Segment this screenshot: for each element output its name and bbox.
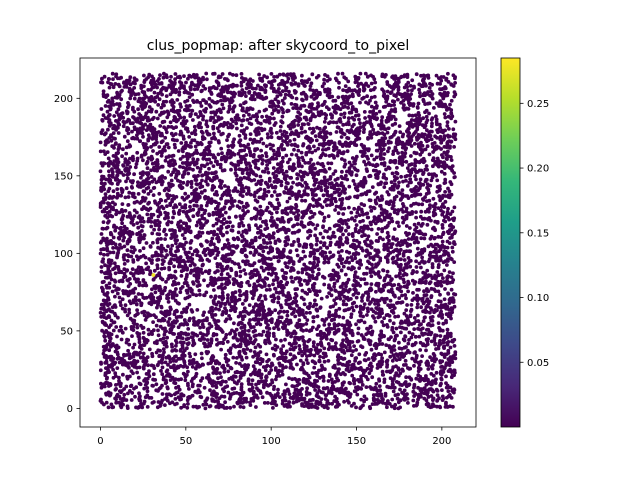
y-tick-label: 200 [54, 94, 73, 105]
y-tick-label: 0 [67, 404, 73, 415]
colorbar-tick-label: 0.25 [527, 99, 549, 110]
x-tick-label: 100 [262, 436, 281, 447]
x-tick-label: 50 [179, 436, 192, 447]
y-tick-label: 150 [54, 171, 73, 182]
y-tick-label: 50 [60, 326, 73, 337]
colorbar-frame [500, 57, 521, 428]
y-axis: 0 50 100 150 200 [54, 94, 80, 415]
x-tick-label: 200 [432, 436, 451, 447]
scatter-points [98, 71, 458, 411]
colorbar: 0.05 0.10 0.15 0.20 0.25 [500, 57, 549, 428]
colorbar-gradient [501, 58, 520, 427]
colorbar-tick-label: 0.10 [527, 293, 549, 304]
scatter-point-field [98, 71, 458, 411]
plot-frame [79, 57, 477, 428]
x-axis: 0 50 100 150 200 [97, 427, 451, 447]
chart-title: clus_popmap: after skycoord_to_pixel [147, 38, 410, 54]
colorbar-tick-label: 0.20 [527, 164, 549, 175]
x-tick-label: 0 [97, 436, 103, 447]
y-tick-label: 100 [54, 249, 73, 260]
colorbar-ticks: 0.05 0.10 0.15 0.20 0.25 [520, 99, 549, 369]
highlight-point [151, 273, 156, 277]
colorbar-tick-label: 0.05 [527, 358, 549, 369]
colorbar-tick-label: 0.15 [527, 228, 549, 239]
plot-area [79, 57, 477, 428]
x-tick-label: 150 [347, 436, 366, 447]
highlight-points [151, 273, 156, 277]
